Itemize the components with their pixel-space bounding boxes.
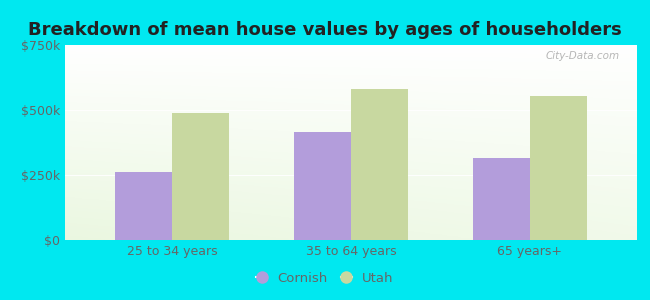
Bar (351, 89, 408, 240)
Bar (172, 112, 229, 240)
Bar (530, 96, 587, 240)
Bar (473, 158, 530, 240)
Text: Breakdown of mean house values by ages of householders: Breakdown of mean house values by ages o… (28, 21, 622, 39)
Legend: Cornish, Utah: Cornish, Utah (251, 266, 399, 290)
Text: City-Data.com: City-Data.com (546, 51, 620, 61)
Bar (294, 132, 351, 240)
Bar (115, 172, 172, 240)
